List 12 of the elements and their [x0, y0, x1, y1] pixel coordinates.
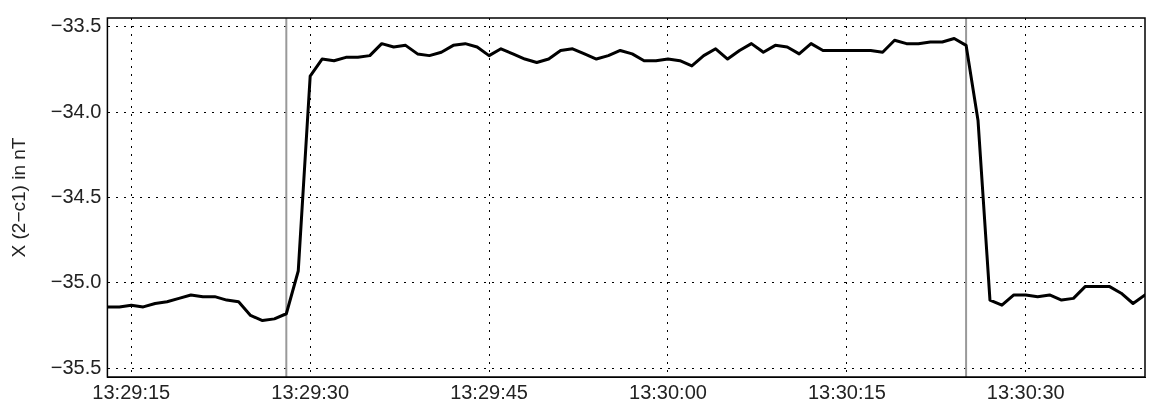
x-tick-label: 13:29:15 — [92, 380, 171, 403]
y-tick-label: −35.5 — [50, 355, 102, 378]
y-tick-label: −35.0 — [50, 270, 102, 293]
x-tick-label: 13:30:00 — [629, 380, 707, 403]
x-tick-label: 13:30:30 — [986, 380, 1065, 403]
y-tick-label: −33.5 — [50, 14, 102, 37]
y-tick-label: −34.5 — [50, 185, 102, 208]
x-tick-label: 13:30:15 — [807, 380, 886, 403]
y-axis-title: X (2−c1) in nT — [7, 137, 29, 258]
y-tick-label: −34.0 — [50, 99, 102, 122]
x-tick-label: 13:29:30 — [271, 380, 350, 403]
x-tick-label: 13:29:45 — [450, 380, 528, 403]
